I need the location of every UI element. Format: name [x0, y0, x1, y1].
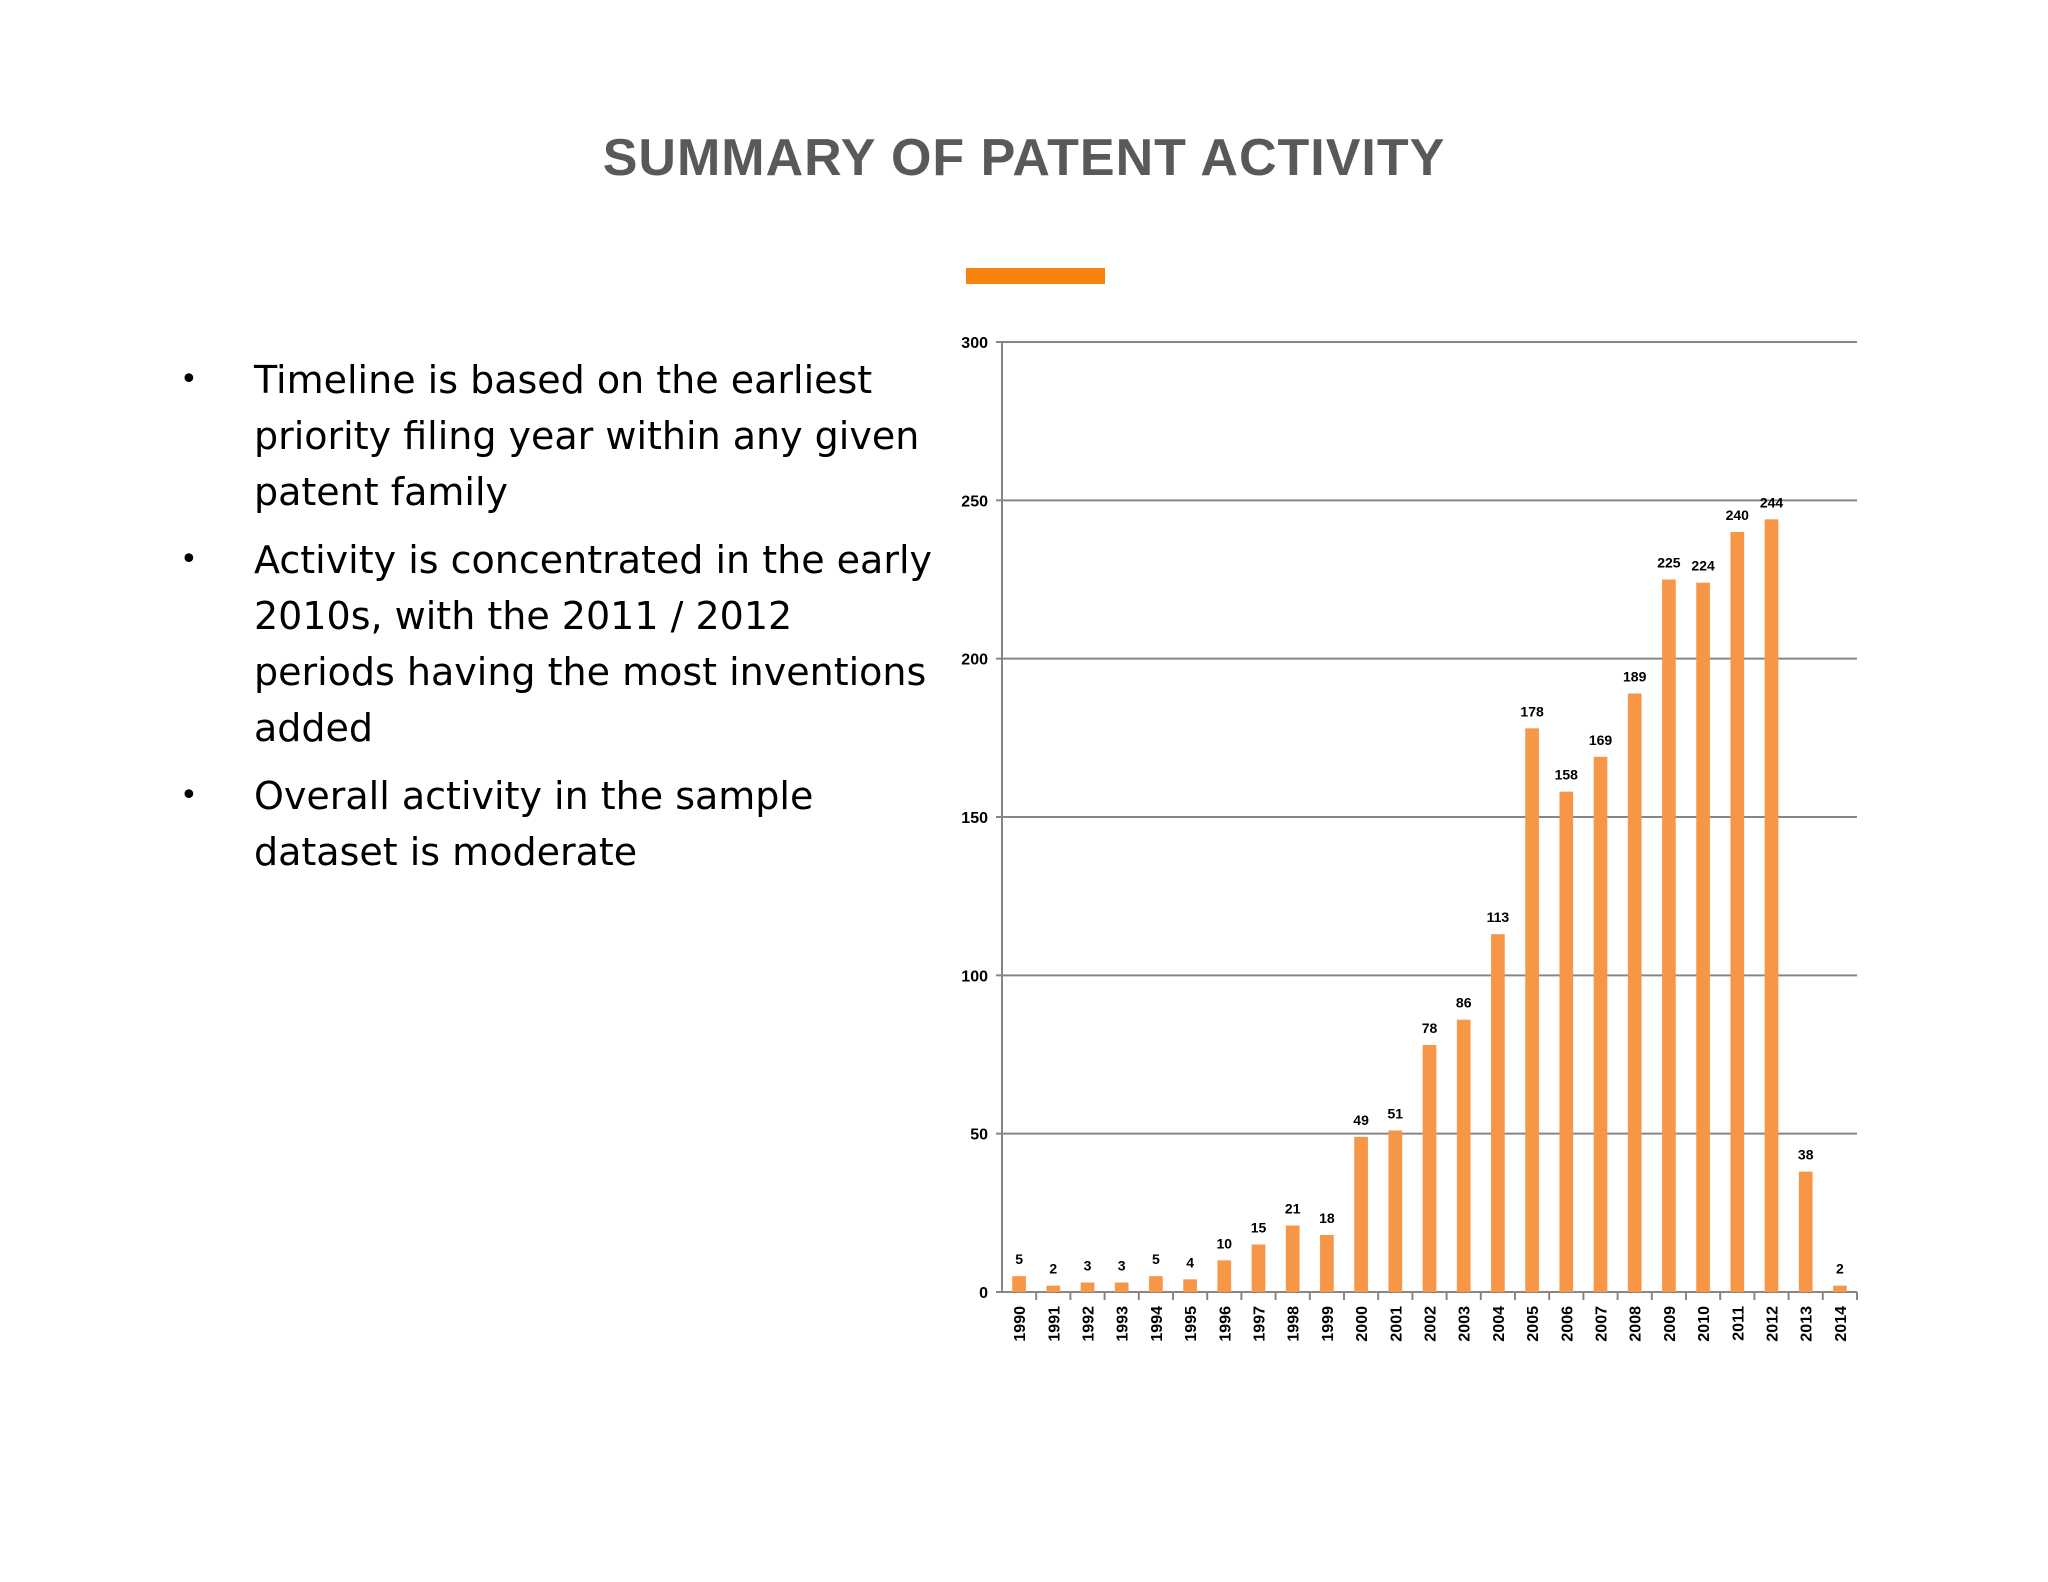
bullet-item: • Timeline is based on the earliest prio…	[180, 352, 940, 520]
accent-bar	[966, 268, 1105, 284]
data-label: 15	[1251, 1220, 1267, 1236]
data-label: 78	[1422, 1020, 1438, 1036]
y-tick-label: 0	[979, 1285, 988, 1302]
data-label: 51	[1388, 1106, 1404, 1122]
bar	[1593, 756, 1608, 1292]
x-tick-label: 1996	[1217, 1306, 1234, 1342]
data-label: 178	[1520, 703, 1544, 719]
data-label: 10	[1217, 1235, 1233, 1251]
bullet-text: Overall activity in the sample dataset i…	[254, 774, 814, 874]
y-tick-label: 150	[961, 810, 988, 827]
y-tick-label: 100	[961, 968, 988, 985]
x-tick-label: 1997	[1252, 1306, 1269, 1342]
x-tick-label: 2011	[1730, 1306, 1747, 1341]
data-label: 169	[1589, 732, 1613, 748]
x-tick-label: 1995	[1183, 1306, 1200, 1342]
data-label: 86	[1456, 995, 1472, 1011]
bar	[1388, 1130, 1403, 1292]
data-label: 225	[1657, 555, 1681, 571]
bullet-marker: •	[180, 542, 198, 577]
x-tick-label: 1994	[1149, 1306, 1166, 1342]
x-tick-label: 2002	[1423, 1306, 1440, 1342]
data-label: 2	[1836, 1261, 1844, 1277]
bar	[1320, 1235, 1334, 1292]
data-label: 189	[1623, 669, 1647, 685]
bar	[1525, 728, 1539, 1292]
bar	[1798, 1171, 1813, 1292]
x-tick-label: 2001	[1388, 1306, 1405, 1342]
y-tick-label: 50	[970, 1127, 988, 1144]
x-tick-label: 2009	[1662, 1306, 1679, 1342]
bullet-text: Activity is concentrated in the early 20…	[254, 538, 932, 750]
bar	[1149, 1276, 1163, 1292]
bar	[1456, 1019, 1471, 1292]
bar	[1491, 934, 1505, 1292]
bar	[1559, 791, 1574, 1292]
bar	[1696, 582, 1710, 1292]
bullet-list: • Timeline is based on the earliest prio…	[180, 352, 940, 892]
data-label: 38	[1798, 1147, 1814, 1163]
bar	[1627, 693, 1642, 1292]
data-label: 5	[1152, 1251, 1160, 1267]
bullet-item: • Overall activity in the sample dataset…	[180, 768, 940, 880]
y-tick-label: 250	[961, 493, 988, 510]
data-label: 240	[1726, 507, 1750, 523]
x-tick-label: 2008	[1628, 1306, 1645, 1342]
x-tick-label: 2010	[1696, 1306, 1713, 1342]
bar	[1251, 1244, 1266, 1292]
bar	[1730, 532, 1745, 1292]
x-tick-label: 2000	[1354, 1306, 1371, 1342]
bar	[1833, 1285, 1847, 1292]
data-label: 113	[1487, 909, 1510, 925]
data-label: 49	[1353, 1112, 1369, 1128]
x-tick-label: 2006	[1559, 1306, 1576, 1342]
x-tick-label: 2004	[1491, 1306, 1508, 1342]
x-tick-label: 2014	[1833, 1306, 1850, 1342]
x-tick-label: 1990	[1012, 1306, 1029, 1342]
data-label: 3	[1118, 1258, 1126, 1274]
bullet-item: • Activity is concentrated in the early …	[180, 532, 940, 756]
data-label: 18	[1319, 1210, 1335, 1226]
x-tick-label: 1991	[1046, 1306, 1063, 1342]
x-tick-label: 1992	[1081, 1306, 1098, 1342]
x-tick-label: 2005	[1525, 1306, 1542, 1342]
bullet-marker: •	[180, 778, 198, 813]
y-tick-label: 300	[961, 335, 988, 352]
y-tick-label: 200	[961, 652, 988, 669]
data-label: 158	[1555, 767, 1579, 783]
bar	[1285, 1225, 1300, 1292]
bar	[1114, 1282, 1129, 1292]
bullet-marker: •	[180, 362, 198, 397]
bar	[1217, 1260, 1232, 1292]
bar	[1354, 1136, 1368, 1292]
bullet-text: Timeline is based on the earliest priori…	[254, 358, 920, 514]
x-tick-label: 2013	[1799, 1306, 1816, 1342]
data-label: 224	[1691, 558, 1715, 574]
data-label: 244	[1760, 494, 1784, 510]
x-tick-label: 2007	[1594, 1306, 1611, 1342]
bar	[1046, 1285, 1061, 1292]
bar	[1764, 519, 1779, 1292]
x-tick-label: 1999	[1320, 1306, 1337, 1342]
data-label: 4	[1186, 1254, 1194, 1270]
data-label: 2	[1049, 1261, 1057, 1277]
bar-chart-svg: 0501001502002503005199021991319923199351…	[961, 335, 1858, 1342]
bar	[1012, 1276, 1026, 1292]
x-tick-label: 1993	[1115, 1306, 1132, 1342]
data-label: 3	[1084, 1258, 1092, 1274]
x-tick-label: 2012	[1765, 1306, 1782, 1342]
patent-activity-chart: 0 50 100 150 200 250 300 5 1990 2 1991 3 1992 3 1993 5 1…	[920, 320, 1860, 1370]
x-tick-label: 2003	[1457, 1306, 1474, 1342]
bar	[1422, 1045, 1437, 1292]
data-label: 21	[1285, 1201, 1301, 1217]
data-label: 5	[1015, 1251, 1023, 1267]
x-tick-label: 1998	[1286, 1306, 1303, 1342]
slide-title: SUMMARY OF PATENT ACTIVITY	[602, 129, 1446, 187]
bar	[1662, 579, 1676, 1292]
bar	[1183, 1279, 1197, 1292]
bar	[1080, 1282, 1095, 1292]
